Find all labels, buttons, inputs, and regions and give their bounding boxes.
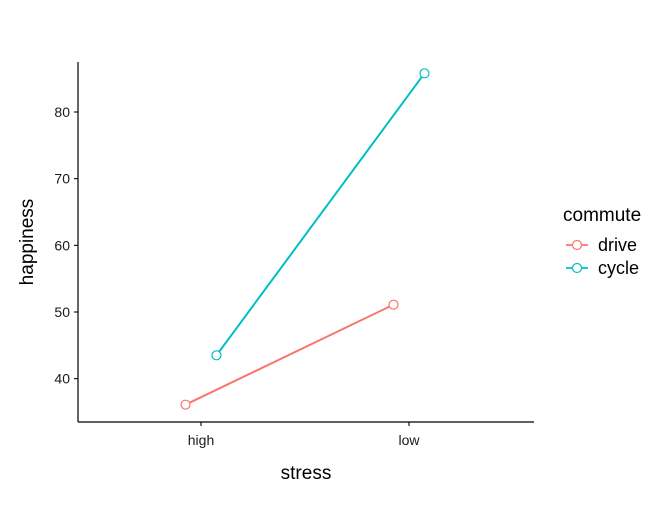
y-tick-label: 50 — [54, 304, 70, 320]
legend: commute drive cycle — [563, 205, 641, 278]
y-tick-label: 60 — [54, 237, 70, 253]
x-tick-label: low — [398, 432, 420, 448]
y-tick-label: 70 — [54, 171, 70, 187]
data-point-drive — [388, 299, 399, 310]
legend-key-point-cycle — [571, 262, 583, 274]
series-line-cycle — [215, 72, 426, 356]
y-tick-label: 40 — [54, 371, 70, 387]
legend-title: commute — [563, 205, 641, 226]
y-axis-ticks: 40 50 60 70 80 — [54, 104, 78, 387]
legend-label-drive: drive — [598, 235, 637, 255]
x-axis-title: stress — [281, 463, 332, 484]
x-axis-ticks: high low — [188, 422, 420, 448]
series-group — [180, 68, 430, 410]
series-line-drive — [185, 303, 394, 406]
legend-label-cycle: cycle — [598, 258, 639, 278]
y-axis-title: happiness — [17, 199, 38, 286]
data-point-cycle — [419, 68, 430, 79]
x-tick-label: high — [188, 432, 214, 448]
data-point-drive — [180, 399, 191, 410]
data-point-cycle — [211, 350, 222, 361]
legend-key-point-drive — [571, 239, 583, 251]
y-tick-label: 80 — [54, 104, 70, 120]
